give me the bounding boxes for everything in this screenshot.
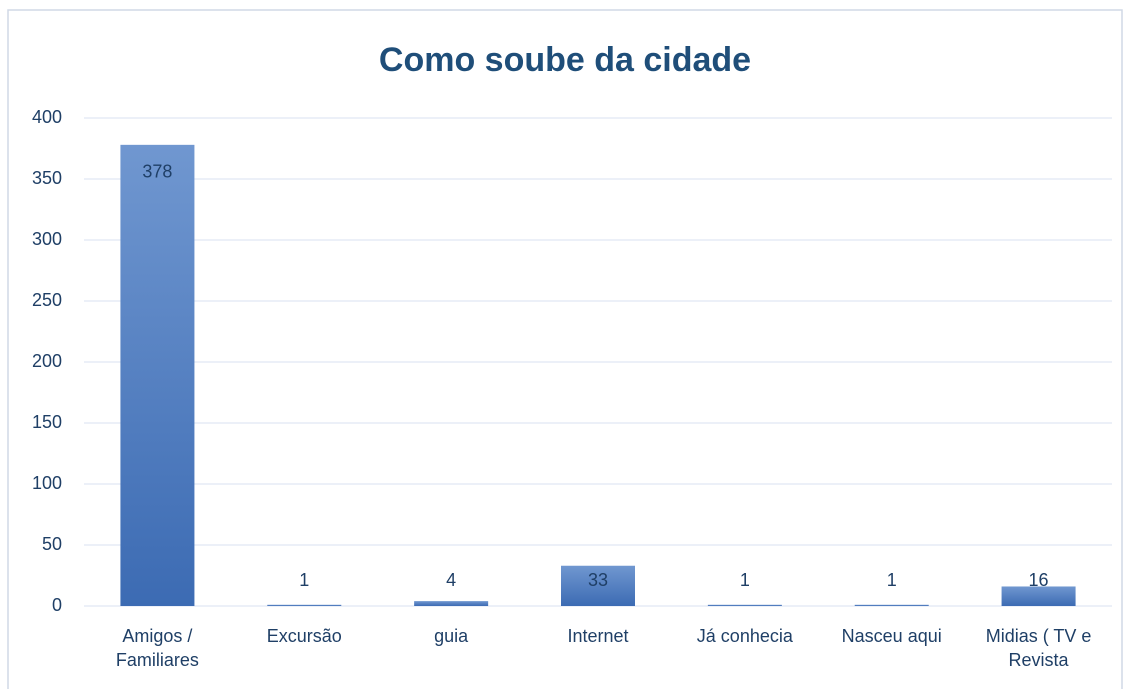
- y-tick-label: 150: [32, 412, 62, 432]
- y-tick-label: 300: [32, 229, 62, 249]
- y-tick-label: 200: [32, 351, 62, 371]
- data-label: 378: [142, 162, 172, 182]
- y-tick-label: 250: [32, 290, 62, 310]
- bar: [854, 604, 929, 606]
- x-tick-label: guia: [434, 626, 469, 646]
- bar: [707, 604, 782, 606]
- bar: [267, 604, 342, 606]
- bar: [561, 565, 635, 606]
- x-tick-label: Amigos / Familiares: [115, 626, 199, 670]
- x-tick-label: Midias ( TV e Revista: [985, 626, 1092, 670]
- y-tick-label: 400: [32, 107, 62, 127]
- data-label: 4: [446, 570, 456, 590]
- bar: [414, 601, 489, 606]
- bar: [1001, 586, 1076, 606]
- x-tick-label: Já conhecia: [696, 626, 793, 646]
- y-tick-label: 50: [42, 534, 62, 554]
- data-label: 1: [887, 570, 897, 590]
- bar: [120, 144, 195, 606]
- x-tick-label: Nasceu aqui: [841, 626, 942, 646]
- data-label: 1: [740, 570, 750, 590]
- chart-border: [7, 9, 1123, 689]
- data-label: 16: [1029, 570, 1049, 590]
- x-tick-label: Excursão: [266, 626, 342, 646]
- data-label: 1: [299, 570, 309, 590]
- y-tick-label: 0: [52, 595, 62, 615]
- data-label: 33: [588, 570, 608, 590]
- chart-title: Como soube da cidade: [379, 41, 751, 79]
- y-tick-label: 100: [32, 473, 62, 493]
- y-tick-label: 350: [32, 168, 62, 188]
- x-tick-label: Internet: [567, 626, 629, 646]
